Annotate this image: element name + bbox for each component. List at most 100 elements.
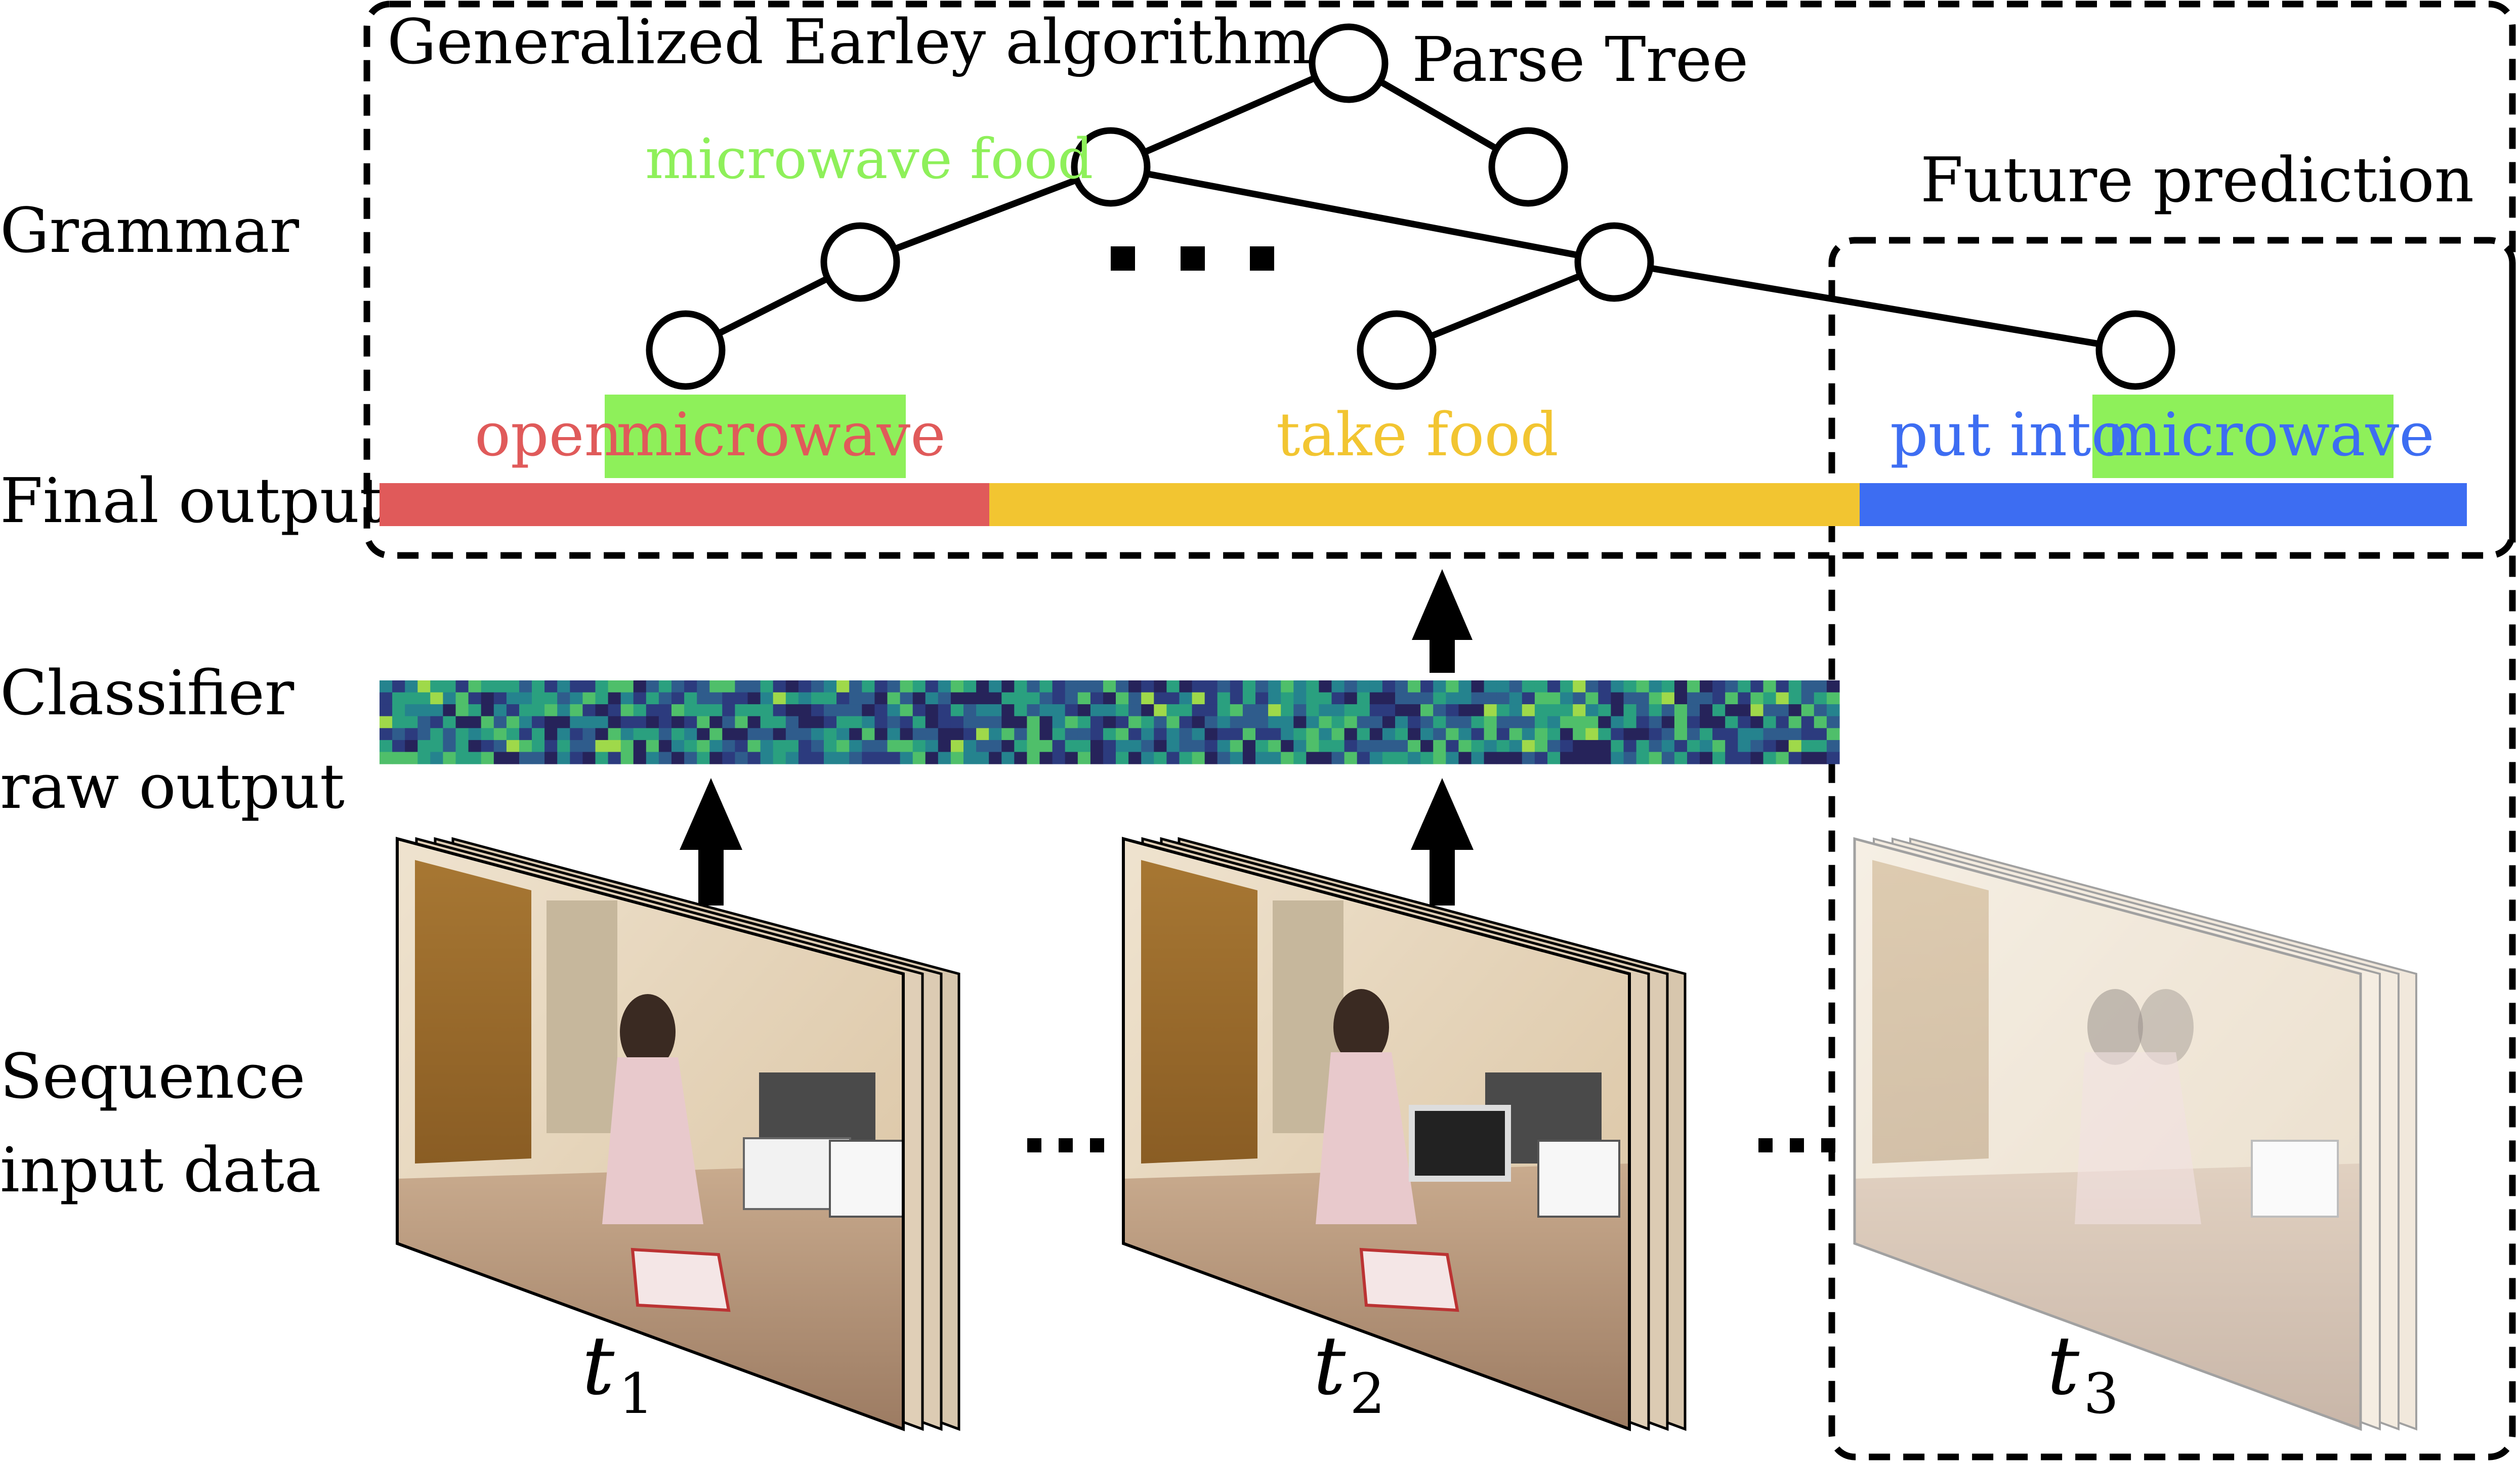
heatmap-cell bbox=[1293, 704, 1307, 717]
heatmap-cell bbox=[506, 728, 520, 741]
heatmap-cell bbox=[1052, 728, 1066, 741]
heatmap-cell bbox=[722, 716, 735, 728]
heatmap-cell bbox=[506, 752, 520, 764]
heatmap-cell bbox=[798, 752, 812, 764]
heatmap-cell bbox=[582, 704, 596, 717]
heatmap-cell bbox=[1077, 752, 1091, 764]
heatmap-cell bbox=[608, 740, 621, 753]
heatmap-cell bbox=[722, 740, 735, 753]
heatmap-cell bbox=[1382, 728, 1396, 741]
heatmap-cell bbox=[1661, 680, 1675, 693]
heatmap-cell bbox=[1573, 704, 1586, 717]
heatmap-cell bbox=[1725, 728, 1738, 741]
heatmap-cell bbox=[1636, 680, 1650, 693]
microwave-food-label: microwave food bbox=[645, 126, 1093, 191]
heatmap-cell bbox=[1344, 692, 1358, 705]
heatmap-cell bbox=[938, 728, 951, 741]
heatmap-cell bbox=[785, 752, 799, 764]
heatmap-cell bbox=[1166, 692, 1180, 705]
heatmap-cell bbox=[1065, 728, 1078, 741]
heatmap-cell bbox=[1496, 704, 1510, 717]
heatmap-cell bbox=[1395, 752, 1408, 764]
heatmap-cell bbox=[1763, 752, 1777, 764]
heatmap-cell bbox=[1585, 728, 1599, 741]
heatmap-cell bbox=[1776, 740, 1789, 753]
time-label-t3: t3 bbox=[2047, 1318, 2119, 1426]
heatmap-cell bbox=[1433, 692, 1446, 705]
heatmap-cell bbox=[1141, 728, 1154, 741]
heatmap-cell bbox=[1649, 716, 1662, 728]
heatmap-cell bbox=[633, 704, 647, 717]
heatmap-cell bbox=[481, 728, 494, 741]
heatmap-cell bbox=[646, 716, 659, 728]
heatmap-cell bbox=[1268, 752, 1281, 764]
heatmap-cell bbox=[887, 752, 901, 764]
heatmap-cell bbox=[455, 680, 469, 693]
heatmap-cell bbox=[900, 716, 913, 728]
heatmap-cell bbox=[1750, 740, 1764, 753]
heatmap-cell bbox=[1001, 680, 1015, 693]
heatmap-cell bbox=[887, 692, 901, 705]
heatmap-cell bbox=[1750, 716, 1764, 728]
heatmap-cell bbox=[620, 752, 634, 764]
heatmap-cell bbox=[1598, 740, 1611, 753]
heatmap-cell bbox=[417, 728, 431, 741]
heatmap-cell bbox=[1103, 716, 1116, 728]
heatmap-cell bbox=[1471, 752, 1485, 764]
heatmap-cell bbox=[697, 728, 710, 741]
heatmap-cell bbox=[1395, 716, 1408, 728]
heatmap-cell bbox=[887, 740, 901, 753]
heatmap-cell bbox=[455, 692, 469, 705]
heatmap-cell bbox=[1420, 740, 1434, 753]
heatmap-cell bbox=[1306, 704, 1319, 717]
heatmap-cell bbox=[658, 728, 672, 741]
heatmap-cell bbox=[1369, 728, 1383, 741]
sequence-ellipsis-1 bbox=[1027, 1138, 1104, 1152]
heatmap-cell bbox=[925, 680, 939, 693]
heatmap-cell bbox=[938, 716, 951, 728]
heatmap-cell bbox=[1623, 716, 1637, 728]
heatmap-cell bbox=[1484, 728, 1497, 741]
heatmap-cell bbox=[1420, 728, 1434, 741]
heatmap-cell bbox=[735, 728, 748, 741]
heatmap-cell bbox=[519, 704, 532, 717]
heatmap-cell bbox=[1090, 752, 1104, 764]
heatmap-cell bbox=[1420, 680, 1434, 693]
heatmap-cell bbox=[1623, 704, 1637, 717]
heatmap-cell bbox=[1357, 704, 1370, 717]
heatmap-cell bbox=[1700, 704, 1713, 717]
heatmap-cell bbox=[633, 728, 647, 741]
heatmap-cell bbox=[1534, 692, 1548, 705]
heatmap-cell bbox=[1255, 752, 1269, 764]
heatmap-cell bbox=[1712, 704, 1726, 717]
heatmap-cell bbox=[519, 752, 532, 764]
heatmap-cell bbox=[1674, 692, 1688, 705]
heatmap-cell bbox=[1611, 752, 1624, 764]
heatmap-cell bbox=[912, 716, 926, 728]
heatmap-cell bbox=[760, 680, 774, 693]
heatmap-cell bbox=[671, 716, 685, 728]
heatmap-cell bbox=[1484, 692, 1497, 705]
heatmap-cell bbox=[1357, 716, 1370, 728]
heatmap-cell bbox=[925, 728, 939, 741]
heatmap-cell bbox=[697, 680, 710, 693]
heatmap-cell bbox=[1027, 716, 1040, 728]
heatmap-cell bbox=[1408, 752, 1421, 764]
heatmap-cell bbox=[1573, 752, 1586, 764]
heatmap-cell bbox=[1166, 704, 1180, 717]
heatmap-cell bbox=[1496, 716, 1510, 728]
heatmap-cell bbox=[1027, 692, 1040, 705]
heatmap-cell bbox=[1065, 692, 1078, 705]
heatmap-cell bbox=[1763, 680, 1777, 693]
heatmap-cell bbox=[1458, 752, 1472, 764]
heatmap-cell bbox=[1116, 752, 1129, 764]
heatmap-cell bbox=[570, 716, 583, 728]
heatmap-cell bbox=[1534, 728, 1548, 741]
heatmap-cell bbox=[1611, 692, 1624, 705]
heatmap-cell bbox=[1712, 692, 1726, 705]
heatmap-cell bbox=[1103, 728, 1116, 741]
heatmap-cell bbox=[1281, 692, 1294, 705]
heatmap-cell bbox=[798, 740, 812, 753]
heatmap-cell bbox=[1433, 752, 1446, 764]
heatmap-cell bbox=[760, 716, 774, 728]
